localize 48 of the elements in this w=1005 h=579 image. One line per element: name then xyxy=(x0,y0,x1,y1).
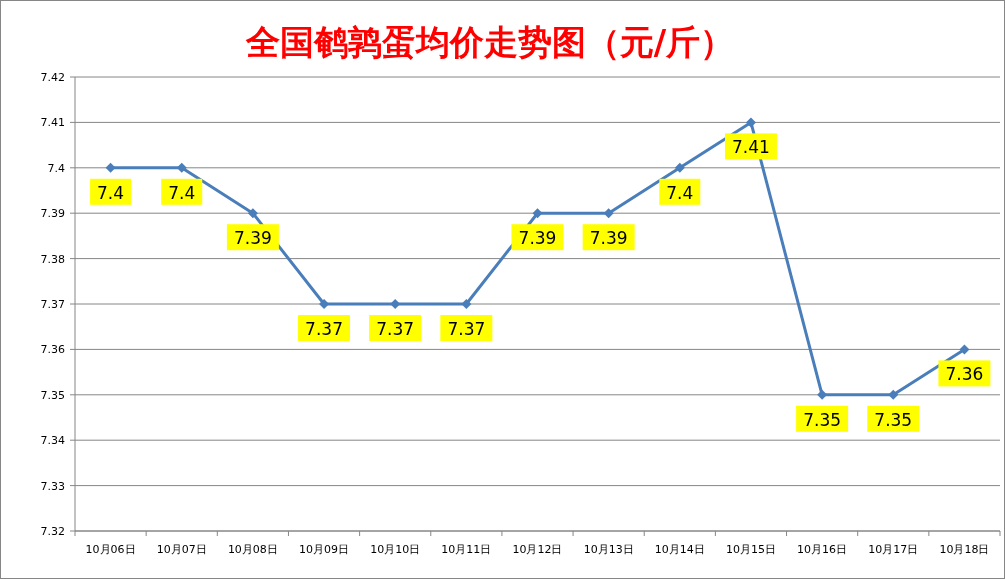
data-label: 7.37 xyxy=(447,319,486,339)
data-label: 7.39 xyxy=(233,228,272,249)
data-label: 7.35 xyxy=(874,409,913,430)
point xyxy=(745,117,756,128)
point xyxy=(674,162,685,173)
y-tick-label: 7.35 xyxy=(40,388,65,402)
x-tick-label: 10月16日 xyxy=(797,543,848,556)
data-label: 7.35 xyxy=(803,409,842,430)
x-tick-label: 10月18日 xyxy=(939,543,990,556)
point xyxy=(532,208,543,219)
y-tick-label: 7.33 xyxy=(40,479,65,493)
x-tick-label: 10月06日 xyxy=(85,543,136,556)
x-tick-label: 10月07日 xyxy=(156,543,207,556)
data-label: 7.39 xyxy=(518,228,557,249)
y-tick-label: 7.38 xyxy=(40,252,65,266)
point xyxy=(247,208,258,219)
data-label: 7.39 xyxy=(589,228,628,249)
x-tick-label: 10月08日 xyxy=(227,543,278,556)
point xyxy=(461,299,472,309)
data-label: 7.4 xyxy=(97,182,125,203)
point xyxy=(176,162,187,173)
x-tick-label: 10月10日 xyxy=(370,543,421,556)
y-tick-label: 7.41 xyxy=(40,116,65,130)
data-label: 7.36 xyxy=(945,364,984,385)
x-tick-label: 10月11日 xyxy=(441,543,492,556)
x-tick-label: 10月13日 xyxy=(583,543,634,556)
point xyxy=(888,389,899,400)
data-label: 7.37 xyxy=(305,319,343,339)
point xyxy=(959,344,970,355)
x-tick-label: 10月15日 xyxy=(725,543,776,556)
data-label: 7.41 xyxy=(732,137,770,158)
y-tick-label: 7.39 xyxy=(40,207,65,221)
x-tick-label: 10月17日 xyxy=(868,543,919,556)
data-label: 7.4 xyxy=(666,182,694,203)
y-tick-label: 7.4 xyxy=(47,161,65,175)
data-label: 7.37 xyxy=(376,319,415,339)
y-tick-label: 7.36 xyxy=(40,343,65,357)
y-tick-label: 7.32 xyxy=(40,525,65,538)
x-tick-label: 10月09日 xyxy=(299,543,350,556)
chart-title: 全国鹌鹑蛋均价走势图（元/斤） xyxy=(244,22,735,62)
y-tick-label: 7.34 xyxy=(40,434,65,448)
x-tick-label: 10月12日 xyxy=(512,543,563,556)
point xyxy=(603,208,614,219)
point xyxy=(105,162,116,173)
y-tick-label: 7.42 xyxy=(40,71,65,84)
x-tick-label: 10月14日 xyxy=(654,543,705,556)
y-tick-label: 7.37 xyxy=(40,298,65,311)
data-label: 7.4 xyxy=(168,182,196,203)
